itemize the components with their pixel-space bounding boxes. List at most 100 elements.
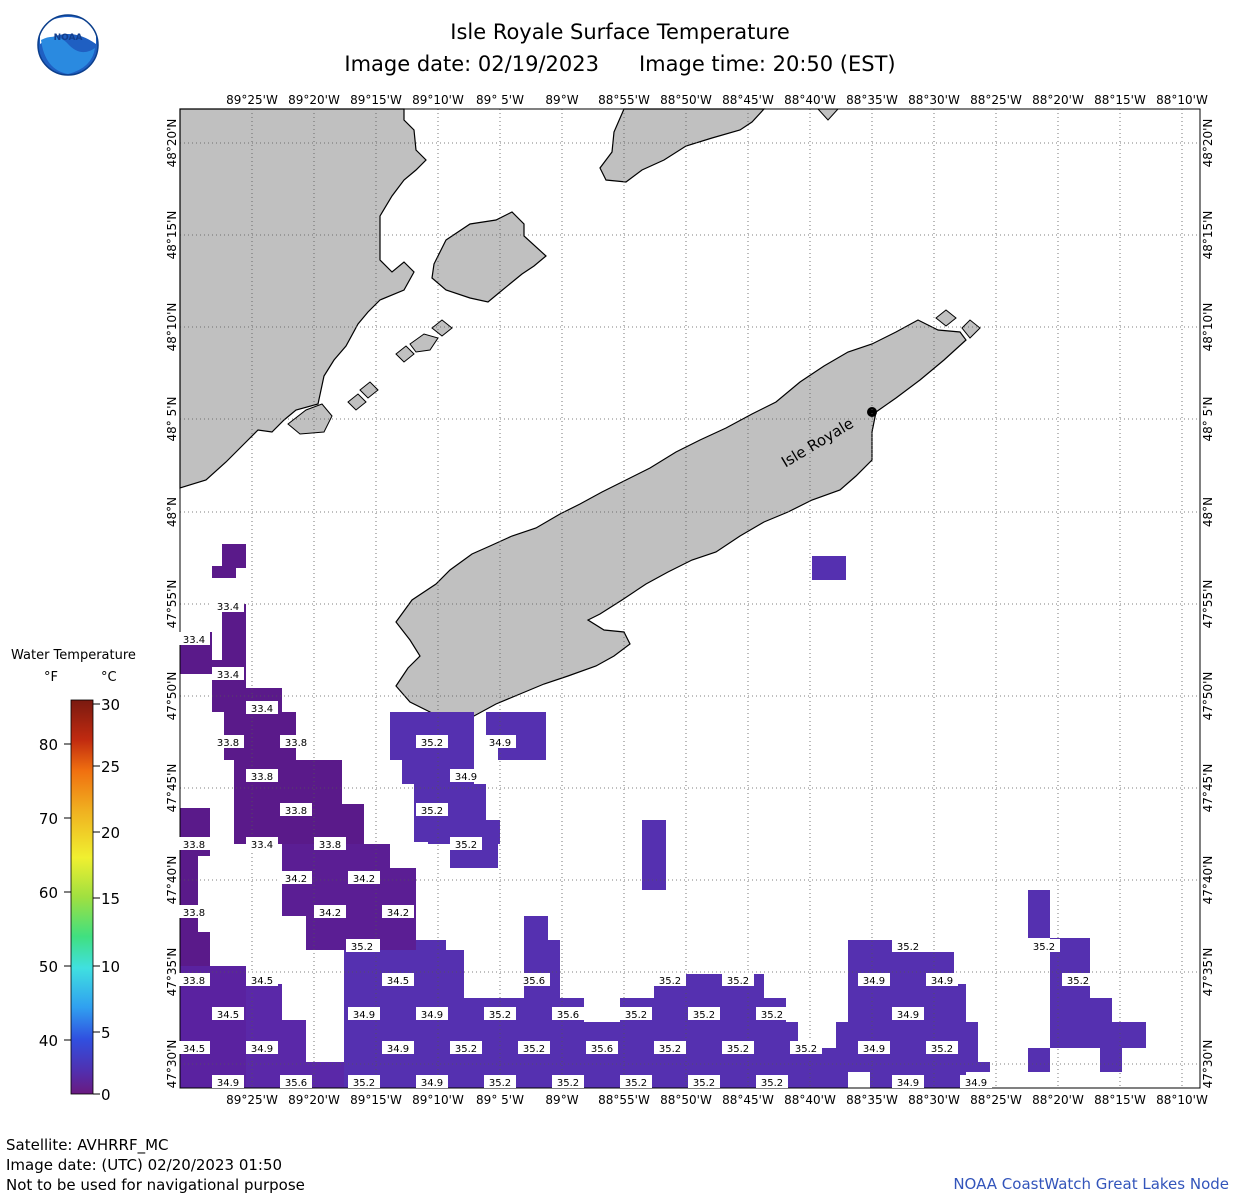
lat-label-right: 48° 5'N [1201,397,1215,442]
temperature-value-label: 35.2 [688,1007,720,1021]
page-title: Isle Royale Surface Temperature [450,20,790,44]
legend-c-tick: 5 [101,1024,111,1042]
temperature-value-label: 34.2 [280,871,312,885]
temperature-value-label: 34.9 [926,973,958,987]
temperature-value: 35.6 [591,1044,613,1055]
lon-label-bottom: 88°10'W [1156,1093,1208,1107]
legend-c-tick: 0 [101,1086,111,1104]
legend-f-tick: 40 [39,1032,58,1050]
temperature-value-label: 34.9 [416,1075,448,1089]
temperature-value-label: 34.9 [960,1075,992,1089]
land-islet-8 [935,309,957,327]
lat-label-left: 48°10'N [165,303,179,352]
temperature-value-label: 35.6 [552,1007,584,1021]
temperature-value-label: 35.2 [722,973,754,987]
temperature-value: 34.9 [353,1010,375,1021]
temperature-value-label: 35.2 [348,1075,380,1089]
temperature-value: 35.6 [523,976,545,987]
lon-label-top: 88°25'W [970,93,1022,107]
legend-color-bar [70,699,94,1095]
temperature-value: 35.2 [693,1078,715,1089]
temperature-value-label: 33.8 [178,905,210,919]
temperature-value: 34.9 [421,1010,443,1021]
lat-label-left: 47°55'N [165,580,179,629]
lat-label-right: 47°55'N [1201,580,1215,629]
footer-satellite: Satellite: AVHRRF_MC [6,1136,169,1154]
lat-label-right: 48°20'N [1201,119,1215,168]
lon-label-bottom: 88°25'W [970,1093,1022,1107]
legend-c-tick: 25 [101,758,120,776]
temperature-value-label: 35.2 [484,1075,516,1089]
temperature-value: 35.2 [761,1078,783,1089]
lon-label-top: 89°10'W [412,93,464,107]
location-marker-icon [867,407,877,417]
temperature-value-label: 35.2 [654,973,686,987]
lon-label-bottom: 89°20'W [288,1093,340,1107]
temperature-value: 35.2 [455,840,477,851]
temperature-value-label: 35.2 [620,1007,652,1021]
temperature-value-label: 33.4 [178,632,210,646]
temperature-value: 35.2 [1067,976,1089,987]
temperature-value: 35.2 [693,1010,715,1021]
temperature-value-label: 35.2 [416,803,448,817]
temperature-value-label: 34.2 [348,871,380,885]
temperature-value: 35.2 [897,942,919,953]
temperature-value-label: 34.9 [892,1075,924,1089]
lat-label-right: 47°50'N [1201,672,1215,721]
lon-label-bottom: 88°30'W [908,1093,960,1107]
temperature-value-label: 34.5 [212,1007,244,1021]
legend-f-tick: 50 [39,958,58,976]
temperature-value: 34.5 [387,976,409,987]
land-islet-6 [347,393,367,411]
top-longitude-labels: 89°25'W 89°20'W 89°15'W 89°10'W 89° 5'W 89°W 8… [226,93,1208,107]
temperature-value: 34.9 [455,772,477,783]
temperature-value-label: 35.2 [484,1007,516,1021]
temperature-value: 34.2 [353,874,375,885]
lon-label-top: 88°10'W [1156,93,1208,107]
temperature-value: 34.9 [421,1078,443,1089]
temperature-value-label: 35.2 [892,939,924,953]
temperature-value-label: 34.9 [450,769,482,783]
temperature-value: 34.5 [217,1010,239,1021]
lon-label-top: 88°30'W [908,93,960,107]
noaa-logo-icon: NOAA [37,14,99,76]
lat-label-right: 47°40'N [1201,856,1215,905]
temperature-value: 33.4 [251,840,273,851]
temperature-value-label: 34.9 [212,1075,244,1089]
temperature-value: 34.9 [251,1044,273,1055]
temperature-value: 34.9 [931,976,953,987]
temperature-value: 35.2 [727,1044,749,1055]
temperature-value: 35.2 [659,1044,681,1055]
temperature-value-label: 33.8 [178,837,210,851]
temperature-value-label: 34.2 [314,905,346,919]
lon-label-bottom: 88°40'W [784,1093,836,1107]
temperature-value-label: 34.2 [382,905,414,919]
temperature-value: 34.9 [897,1010,919,1021]
temperature-value: 35.2 [353,1078,375,1089]
lat-label-right: 47°45'N [1201,764,1215,813]
lon-label-top: 88°15'W [1094,93,1146,107]
lat-label-left: 47°40'N [165,856,179,905]
image-time: Image time: 20:50 (EST) [638,52,896,76]
legend-unit-c: °C [101,670,117,685]
temperature-value-label: 33.8 [280,803,312,817]
lon-label-top: 89° 5'W [476,93,524,107]
lon-label-top: 89°25'W [226,93,278,107]
temperature-value-label: 34.9 [858,973,890,987]
lon-label-top: 89°20'W [288,93,340,107]
temperature-value-label: 34.9 [484,735,516,749]
legend-unit-f: °F [44,670,58,685]
logo-text: NOAA [54,33,83,43]
temperature-value: 33.8 [183,840,205,851]
land-islet-3 [431,319,453,337]
temperature-value: 35.2 [625,1078,647,1089]
temperature-value-label: 35.2 [552,1075,584,1089]
lon-label-bottom: 88°35'W [846,1093,898,1107]
lon-label-bottom: 88°55'W [598,1093,650,1107]
lon-label-top: 88°50'W [660,93,712,107]
temperature-value-label: 33.8 [280,735,312,749]
temperature-value-label: 35.6 [518,973,550,987]
lon-label-bottom: 88°50'W [660,1093,712,1107]
